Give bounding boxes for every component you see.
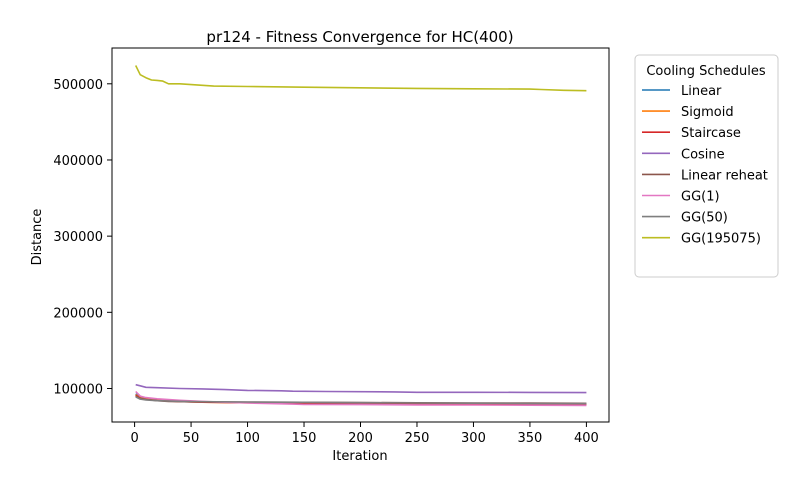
legend-label-sigmoid: Sigmoid [681,105,734,120]
plot-area [111,47,610,423]
y-tick-label: 200000 [53,306,103,321]
y-tick-label: 400000 [53,154,103,169]
series-layer [134,65,587,407]
legend-label-gg-195075: GG(195075) [681,232,761,247]
legend-items: Linear Sigmoid Staircase Cosine Linear rehea… [642,84,768,247]
legend: Cooling Schedules Linear Sigmoid Staircase… [634,54,779,278]
legend-label-gg-1: GG(1) [681,190,720,205]
series-line-gg-195075 [134,65,587,92]
y-tick-label: 500000 [53,78,103,93]
x-tick-label: 200 [348,431,373,446]
legend-label-staircase: Staircase [681,126,741,141]
x-tick-label: 300 [461,431,486,446]
x-tick-label: 400 [574,431,599,446]
x-tick-label: 150 [292,431,317,446]
y-axis-label: Distance [30,209,45,266]
legend-label-cosine: Cosine [681,147,725,162]
x-axis-label: Iteration [332,449,387,464]
x-axis: 0 50 100 150 200 250 300 350 400 [130,422,599,446]
plot-background [112,48,609,422]
series-line-gg-1 [135,390,587,407]
chart-title: pr124 - Fitness Convergence for HC(400) [206,28,513,46]
series-line-cosine [135,383,587,394]
legend-label-linear-reheat: Linear reheat [681,168,768,183]
y-axis: 100000 200000 300000 400000 500000 [53,78,112,397]
x-tick-label: 50 [183,431,200,446]
legend-title: Cooling Schedules [646,64,766,79]
legend-label-gg-50: GG(50) [681,211,728,226]
legend-box [634,54,779,278]
series-line-gg-50 [135,396,587,405]
y-tick-label: 100000 [53,382,103,397]
x-tick-label: 0 [130,431,138,446]
x-tick-label: 350 [518,431,543,446]
y-tick-label: 300000 [53,230,103,245]
x-tick-label: 250 [405,431,430,446]
legend-label-linear: Linear [681,84,722,99]
x-tick-label: 100 [235,431,260,446]
